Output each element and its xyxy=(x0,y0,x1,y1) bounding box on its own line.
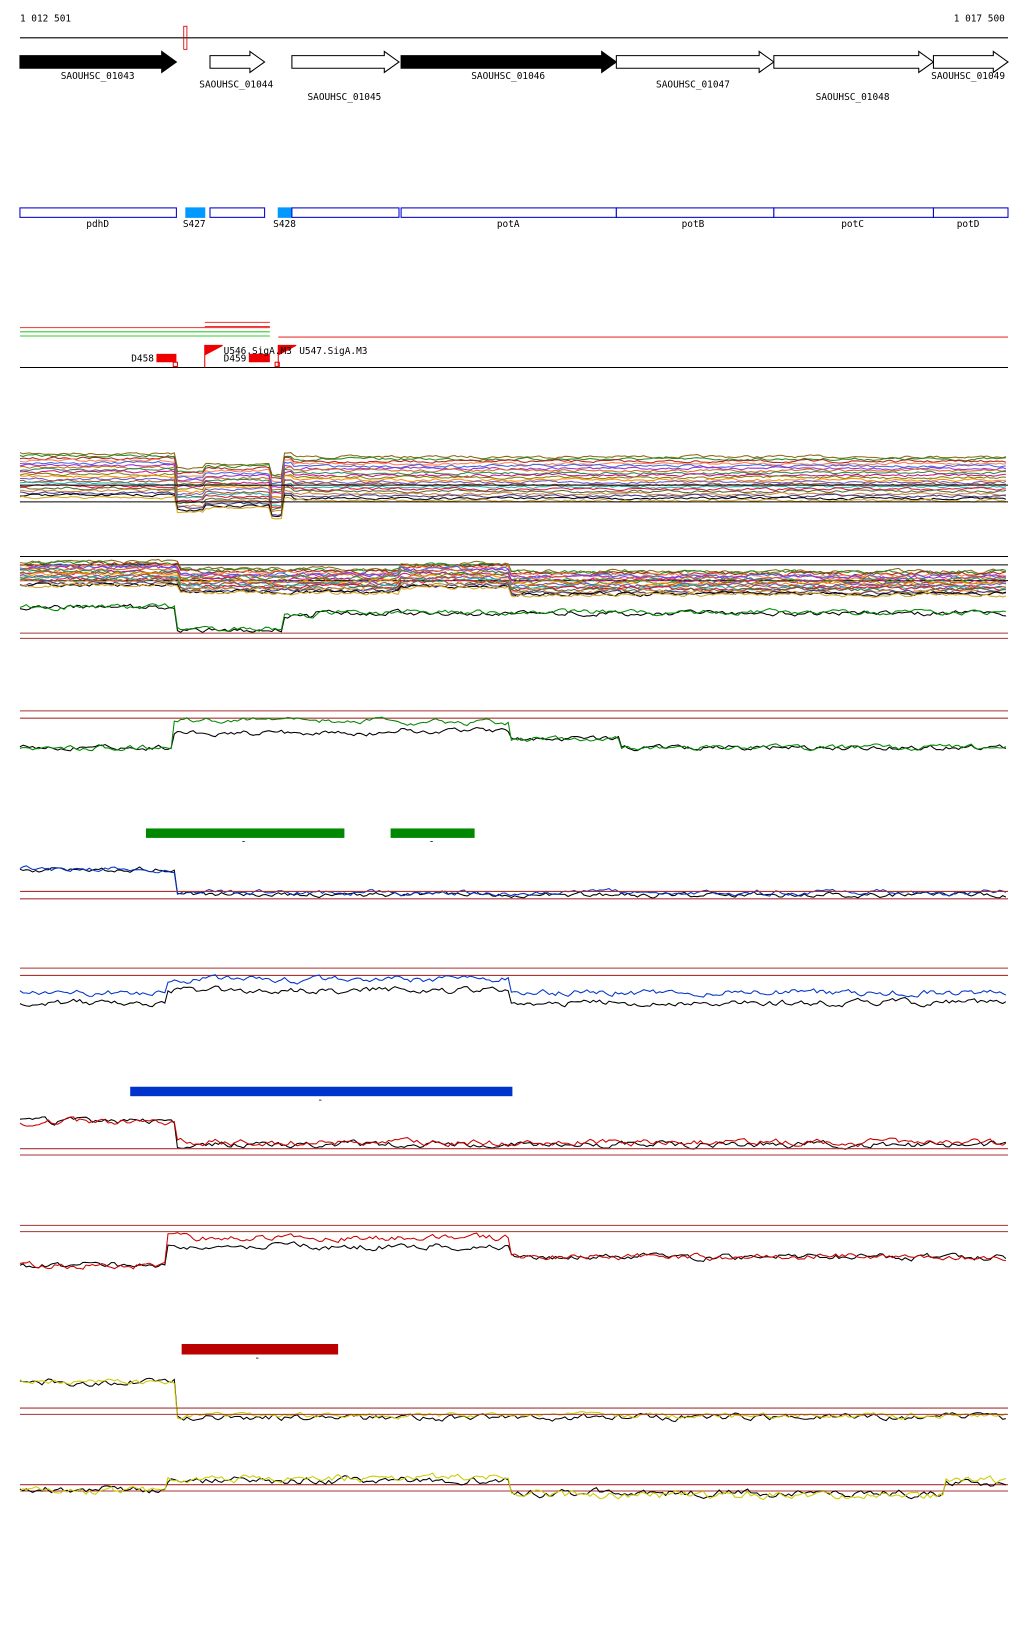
segment-box xyxy=(932,207,1009,218)
annot-label: U546.SigA.M3 xyxy=(224,346,292,357)
profile xyxy=(19,575,1007,591)
profile xyxy=(19,1116,1007,1148)
segment-box xyxy=(185,207,206,218)
segment-label: S427 xyxy=(183,219,206,230)
ruler-start: 1 012 501 xyxy=(20,13,71,24)
profile xyxy=(19,1378,1007,1420)
profile xyxy=(19,491,1007,516)
cond-bar xyxy=(130,1086,513,1097)
profile xyxy=(19,465,1007,491)
profile xyxy=(19,560,1007,576)
profile xyxy=(19,866,1007,899)
gene-label: SAOUHSC_01045 xyxy=(307,92,381,103)
bar-label: - xyxy=(317,1095,323,1106)
profile xyxy=(19,451,1007,477)
profile xyxy=(19,481,1006,507)
profile xyxy=(19,1472,1007,1501)
tss-flag xyxy=(204,344,223,368)
profile xyxy=(19,474,1006,499)
profile xyxy=(19,985,1007,1008)
ruler-end: 1 017 500 xyxy=(954,13,1005,24)
profile xyxy=(19,495,1007,520)
profile xyxy=(19,486,1007,511)
annot-label: U547.SigA.M3 xyxy=(299,346,367,357)
segment-label: potB xyxy=(682,219,705,230)
segment-label: potD xyxy=(957,219,980,230)
bar-label: - xyxy=(241,837,247,848)
profile xyxy=(19,1116,1007,1150)
gene-label: SAOUHSC_01048 xyxy=(816,92,890,103)
segment-label: S428 xyxy=(273,219,296,230)
segment-box xyxy=(209,207,266,218)
profile xyxy=(19,472,1006,498)
cond-bar xyxy=(181,1344,339,1355)
segment-label: potC xyxy=(841,219,864,230)
profile xyxy=(19,561,1007,577)
segment-box xyxy=(615,207,775,218)
gene-label: SAOUHSC_01044 xyxy=(199,80,273,91)
gene-arrow xyxy=(291,50,400,74)
tss-flag xyxy=(277,344,297,368)
bar-label: - xyxy=(254,1353,260,1364)
cond-bar xyxy=(145,828,345,838)
profile xyxy=(19,727,1007,752)
profile xyxy=(19,582,1007,598)
gene-arrow xyxy=(773,50,935,74)
profile xyxy=(19,974,1007,998)
profile xyxy=(19,477,1007,501)
profile xyxy=(19,603,1006,632)
profile xyxy=(19,460,1006,485)
profile xyxy=(19,467,1006,493)
gene-arrow xyxy=(19,50,178,74)
segment-box xyxy=(400,207,617,218)
segment-box xyxy=(773,207,934,218)
profile xyxy=(19,493,1007,518)
profile xyxy=(19,603,1006,634)
annot-label: D459 xyxy=(224,354,247,365)
annot-box xyxy=(156,353,177,363)
cond-bar xyxy=(390,828,475,838)
gene-label: SAOUHSC_01047 xyxy=(656,80,730,91)
tracks: 1 012 501 1 017 500 SAOUHSC_01043 SAOUHS… xyxy=(19,13,1009,1501)
gene-label: SAOUHSC_01046 xyxy=(471,71,545,82)
profile xyxy=(19,582,1007,598)
segment-box xyxy=(19,207,177,218)
profile xyxy=(19,716,1007,752)
segment-label: potA xyxy=(497,219,520,230)
segment-box xyxy=(277,207,293,218)
profile xyxy=(19,456,1007,480)
gene-label: SAOUHSC_01043 xyxy=(61,71,135,82)
segment-label: pdhD xyxy=(86,219,109,230)
annot-label: D458 xyxy=(131,354,154,365)
gene-label: SAOUHSC_01049 xyxy=(931,71,1005,82)
bar-label: - xyxy=(429,837,435,848)
segment-box xyxy=(291,207,400,218)
annot-box xyxy=(172,361,178,367)
profile xyxy=(19,565,1007,581)
gene-arrow xyxy=(615,50,775,74)
gene-arrow xyxy=(209,50,266,74)
profile xyxy=(19,463,1007,488)
gene-arrow xyxy=(932,50,1009,74)
annot-box xyxy=(248,353,270,363)
gene-arrow xyxy=(400,50,618,74)
ruler-marker xyxy=(183,25,188,50)
profile xyxy=(19,1241,1007,1269)
annot-box xyxy=(274,361,280,367)
profile xyxy=(19,478,1006,504)
profile xyxy=(19,1232,1006,1270)
